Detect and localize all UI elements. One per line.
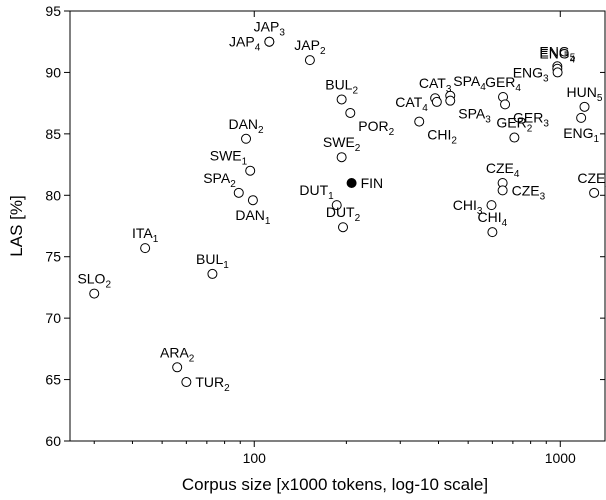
point-label: BUL1 bbox=[196, 251, 229, 271]
point-label: CHI3 bbox=[453, 197, 483, 217]
data-point bbox=[181, 377, 192, 388]
point-label: BUL2 bbox=[325, 76, 358, 96]
point-label: SLO2 bbox=[77, 271, 111, 291]
point-label: DAN2 bbox=[228, 116, 264, 136]
data-point bbox=[233, 187, 244, 198]
data-point bbox=[486, 200, 497, 211]
point-label: ENG1 bbox=[563, 125, 599, 145]
data-point bbox=[304, 55, 315, 66]
point-label: CZE2 bbox=[577, 170, 606, 190]
point-label: CZE3 bbox=[512, 182, 546, 202]
point-label: ARA2 bbox=[160, 344, 195, 364]
point-label: POR2 bbox=[358, 118, 394, 138]
data-point bbox=[207, 268, 218, 279]
data-point bbox=[589, 187, 600, 198]
data-point bbox=[89, 288, 100, 299]
y-tick-label: 80 bbox=[45, 187, 61, 203]
data-point bbox=[338, 222, 349, 233]
data-point bbox=[445, 95, 456, 106]
data-point bbox=[172, 362, 183, 373]
data-point bbox=[346, 178, 357, 188]
point-label: CHI2 bbox=[427, 127, 457, 147]
point-label: TUR2 bbox=[195, 374, 230, 394]
point-label: SPA2 bbox=[203, 170, 236, 190]
data-point bbox=[497, 185, 508, 196]
x-tick-label: 100 bbox=[243, 450, 267, 466]
y-tick-label: 70 bbox=[45, 310, 61, 326]
data-point bbox=[336, 94, 347, 105]
data-point bbox=[576, 112, 587, 123]
point-label: SPA3 bbox=[458, 106, 491, 126]
point-label: DUT2 bbox=[326, 204, 361, 224]
point-label: SWE1 bbox=[210, 148, 248, 168]
data-point bbox=[500, 99, 511, 110]
data-point bbox=[331, 200, 342, 211]
point-label: DUT1 bbox=[299, 182, 334, 202]
plot-border bbox=[69, 10, 606, 442]
point-label: JAP2 bbox=[294, 37, 326, 57]
point-label: SPA4 bbox=[453, 73, 486, 93]
y-tick-label: 65 bbox=[45, 372, 61, 388]
point-label: CZE4 bbox=[486, 160, 520, 180]
data-point bbox=[487, 227, 498, 238]
data-point bbox=[579, 101, 590, 112]
y-axis-title: LAS [%] bbox=[7, 195, 26, 256]
data-point bbox=[140, 243, 151, 254]
y-tick-label: 60 bbox=[45, 433, 61, 449]
point-label: JAP4 bbox=[229, 34, 261, 54]
y-axis-ticks: 60 65 70 75 80 85 90 95 bbox=[45, 3, 605, 449]
data-point bbox=[345, 107, 356, 118]
point-label: ENG4 bbox=[539, 46, 575, 66]
point-label: CHI4 bbox=[478, 209, 508, 229]
point-label: CAT4 bbox=[395, 94, 428, 114]
point-label: ENG3 bbox=[513, 64, 549, 84]
point-label: DAN1 bbox=[235, 207, 271, 227]
y-tick-label: 90 bbox=[45, 64, 61, 80]
data-point bbox=[431, 96, 442, 107]
x-axis-title: Corpus size [x1000 tokens, log-10 scale] bbox=[182, 475, 488, 494]
data-point bbox=[247, 195, 258, 206]
x-tick-label: 1000 bbox=[545, 450, 576, 466]
point-label: SWE2 bbox=[323, 134, 361, 154]
data-point bbox=[264, 36, 275, 47]
point-label: GER3 bbox=[513, 109, 549, 129]
data-point bbox=[414, 116, 425, 127]
point-label: CAT3 bbox=[419, 75, 452, 95]
point-label: ITA1 bbox=[132, 225, 159, 245]
point-label: ENG5 bbox=[539, 43, 575, 63]
y-tick-label: 85 bbox=[45, 126, 61, 142]
point-label: JAP3 bbox=[254, 19, 286, 39]
point-label: HUN5 bbox=[567, 84, 603, 104]
y-tick-label: 95 bbox=[45, 3, 61, 19]
data-point bbox=[245, 165, 256, 176]
point-label: GER2 bbox=[496, 115, 532, 135]
plot-frame bbox=[69, 10, 606, 442]
y-tick-label: 75 bbox=[45, 249, 61, 265]
data-point bbox=[552, 67, 563, 78]
x-axis-ticks: 100 1000 bbox=[93, 11, 576, 466]
data-point bbox=[509, 132, 520, 143]
data-point bbox=[336, 152, 347, 163]
point-label: FIN bbox=[361, 175, 384, 191]
data-point bbox=[241, 133, 252, 144]
data-points bbox=[89, 36, 600, 388]
point-label: GER4 bbox=[485, 74, 521, 94]
